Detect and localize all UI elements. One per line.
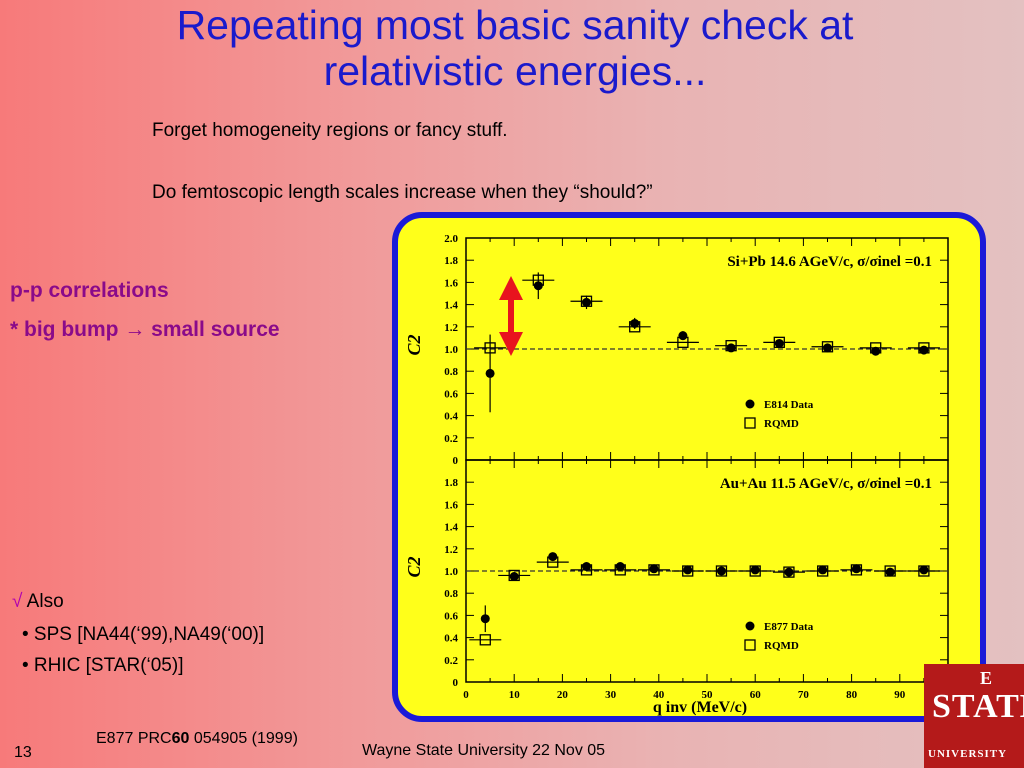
- also-text: Also: [26, 591, 64, 612]
- ref-journal: E877 PRC: [96, 730, 172, 747]
- panel-annotation: Au+Au 11.5 AGeV/c, σ/σinel =0.1: [720, 476, 932, 492]
- y-tick-label: 0.2: [444, 655, 458, 667]
- data-point: [678, 331, 688, 341]
- logo-top-letters: E: [980, 668, 993, 688]
- data-point: [533, 281, 543, 291]
- title-line-1: Repeating most basic sanity check at: [176, 2, 854, 48]
- x-axis-label: q inv (MeV/c): [653, 699, 747, 716]
- x-tick-label: 0: [463, 689, 469, 701]
- y-axis-label: C2: [404, 334, 424, 355]
- panel-annotation: Si+Pb 14.6 AGeV/c, σ/σinel =0.1: [727, 254, 932, 270]
- logo-university-text: UNIVERSITY: [928, 748, 1008, 760]
- check-icon: √: [12, 591, 23, 612]
- subtitle-2: Do femtoscopic length scales increase wh…: [152, 182, 653, 203]
- subtitle-1: Forget homogeneity regions or fancy stuf…: [152, 120, 508, 141]
- y-tick-label: 1.8: [444, 477, 458, 489]
- y-tick-label: 1.8: [444, 255, 458, 267]
- page-number: 13: [14, 744, 32, 761]
- data-point: [750, 565, 760, 575]
- y-tick-label: 0.8: [444, 366, 458, 378]
- slide-title: Repeating most basic sanity check at rel…: [40, 2, 990, 94]
- label-big-bump: * big bump → small source: [10, 318, 280, 341]
- footer-text: Wayne State University 22 Nov 05: [362, 742, 606, 759]
- rqmd-point: [715, 565, 728, 577]
- data-point: [509, 572, 519, 582]
- legend-data-label: E877 Data: [764, 621, 814, 633]
- x-tick-label: 50: [702, 689, 714, 701]
- y-tick-label: 1.2: [444, 322, 458, 334]
- data-point: [823, 343, 832, 353]
- title-line-2: relativistic energies...: [323, 48, 707, 94]
- data-point: [919, 345, 929, 355]
- legend-data-label: E814 Data: [764, 399, 814, 411]
- y-tick-label: 2.0: [444, 233, 458, 245]
- legend-rqmd-marker: [744, 417, 756, 429]
- y-tick-label: 0: [453, 677, 459, 689]
- data-point: [774, 338, 784, 348]
- y-axis-label: C2: [404, 556, 424, 577]
- legend-rqmd-marker: [744, 639, 756, 651]
- label-pp-correlations: p-p correlations: [10, 279, 169, 302]
- data-point: [851, 564, 861, 574]
- data-point: [919, 565, 929, 575]
- y-tick-label: 0.2: [444, 433, 458, 445]
- data-point: [582, 297, 591, 307]
- data-point: [548, 552, 558, 562]
- y-tick-label: 1.6: [444, 277, 458, 289]
- x-tick-label: 80: [846, 689, 858, 701]
- legend-data-marker: [745, 399, 755, 409]
- y-tick-label: 1.2: [444, 544, 458, 556]
- x-tick-label: 60: [750, 689, 762, 701]
- data-point: [716, 566, 726, 576]
- x-tick-label: 40: [653, 689, 665, 701]
- y-tick-label: 1.0: [444, 344, 458, 356]
- legend-rqmd-label: RQMD: [764, 640, 799, 652]
- x-tick-label: 10: [509, 689, 521, 701]
- y-tick-label: 1.4: [444, 522, 458, 534]
- data-point: [683, 565, 693, 575]
- also-heading: √ Also: [12, 591, 64, 613]
- y-tick-label: 0.4: [444, 633, 458, 645]
- data-point: [818, 565, 828, 575]
- chart-bottom-panel: 0 0.2 0.4 0.6 0.8 1.0 1.2 1.4 1.6 1.8 0 10 20 30 40 50 6…: [404, 459, 957, 716]
- data-point: [615, 562, 625, 572]
- chart-svg: 0 0.2 0.4 0.6 0.8 1.0 1.2 1.4 1.6 1.8 2.0 C2 Si+Pb 1…: [404, 233, 957, 716]
- x-tick-label: 30: [605, 689, 617, 701]
- data-point: [485, 368, 495, 378]
- y-tick-label: 0.8: [444, 588, 458, 600]
- y-tick-label: 1.0: [444, 566, 458, 578]
- y-tick-label: 0.6: [444, 388, 458, 400]
- y-tick-label: 1.4: [444, 300, 458, 312]
- wsu-logo: E STATE UNIVERSITY: [924, 664, 1024, 768]
- x-tick-label: 70: [798, 689, 810, 701]
- rqmd-point: [479, 634, 491, 646]
- chart-panel: 0 0.2 0.4 0.6 0.8 1.0 1.2 1.4 1.6 1.8 2.0 C2 Si+Pb 1…: [392, 212, 986, 722]
- logo-state-text: STATE: [932, 688, 1024, 725]
- reference-citation: E877 PRC60 054905 (1999): [96, 730, 298, 748]
- x-tick-label: 20: [557, 689, 569, 701]
- legend-rqmd-label: RQMD: [764, 418, 799, 430]
- ref-rest: 054905 (1999): [189, 730, 298, 747]
- legend-data-marker: [745, 621, 755, 631]
- data-point: [480, 614, 490, 624]
- data-point: [871, 346, 881, 356]
- data-point: [582, 562, 591, 572]
- data-point: [649, 564, 659, 574]
- y-tick-label: 1.6: [444, 499, 458, 511]
- y-tick-label: 0: [453, 455, 459, 467]
- data-point: [885, 567, 895, 577]
- rqmd-point: [783, 566, 795, 578]
- y-tick-label: 0.6: [444, 610, 458, 622]
- also-item-rhic: • RHIC [STAR(‘05)]: [22, 655, 184, 676]
- x-tick-label: 90: [894, 689, 906, 701]
- data-point: [784, 567, 794, 577]
- ref-volume: 60: [171, 730, 190, 747]
- y-tick-label: 0.4: [444, 411, 458, 423]
- also-item-sps: • SPS [NA44(‘99),NA49(‘00)]: [22, 624, 265, 645]
- data-point: [630, 318, 640, 328]
- chart-top-panel: 0 0.2 0.4 0.6 0.8 1.0 1.2 1.4 1.6 1.8 2.0 C2 Si+Pb 1…: [404, 233, 949, 467]
- data-point: [726, 343, 736, 353]
